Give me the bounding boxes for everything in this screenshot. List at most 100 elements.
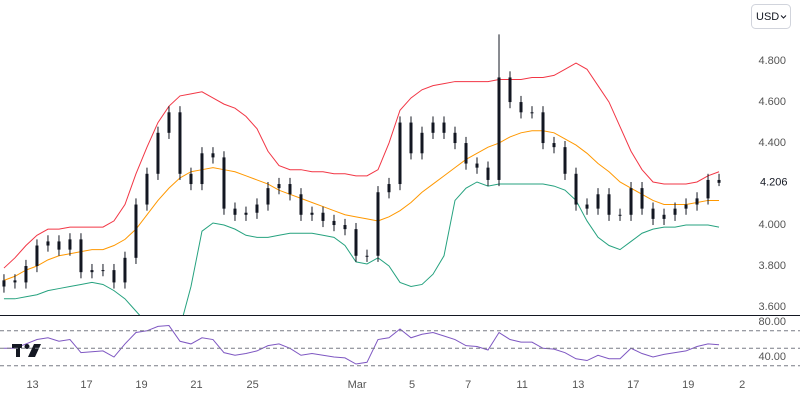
candle-body bbox=[310, 212, 314, 215]
candle-body bbox=[24, 266, 28, 283]
candle-body bbox=[365, 255, 369, 257]
candle-body bbox=[79, 239, 83, 273]
candle-body bbox=[651, 208, 655, 219]
band-line bbox=[3, 130, 720, 281]
candle-body bbox=[442, 122, 446, 133]
candle-body bbox=[508, 77, 512, 103]
currency-label[interactable]: USD bbox=[756, 11, 779, 23]
candle-body bbox=[2, 280, 6, 287]
candle-body bbox=[266, 188, 270, 205]
x-tick-label: 11 bbox=[516, 379, 527, 391]
candle-body bbox=[409, 122, 413, 154]
candle-body bbox=[255, 204, 259, 213]
candle-body bbox=[607, 194, 611, 215]
candle-body bbox=[101, 270, 105, 272]
candle-body bbox=[299, 194, 303, 215]
candle-body bbox=[706, 179, 710, 199]
candle-body bbox=[178, 112, 182, 174]
candle-body bbox=[288, 184, 292, 195]
x-tick-label: 13 bbox=[26, 379, 38, 391]
candle-body bbox=[222, 157, 226, 209]
candle-body bbox=[277, 184, 281, 189]
candle-body bbox=[343, 225, 347, 230]
candle-body bbox=[46, 241, 50, 246]
candle-body bbox=[596, 194, 600, 209]
candle-body bbox=[552, 143, 556, 148]
candle-body bbox=[233, 208, 237, 215]
candle-body bbox=[585, 204, 589, 209]
candle-body bbox=[57, 241, 61, 250]
candle-body bbox=[717, 179, 721, 183]
candle-body bbox=[497, 77, 501, 180]
rsi-line bbox=[3, 325, 720, 365]
candle-body bbox=[35, 245, 39, 267]
xaxis-layer: 13 17 19 21 25 Mar 5 7 11 13 17 19 2 bbox=[26, 379, 745, 391]
currency-button[interactable]: USD bbox=[751, 4, 791, 29]
x-tick-label: 17 bbox=[627, 379, 639, 391]
candle-body bbox=[244, 212, 248, 215]
last-price-label: 4.206 bbox=[760, 177, 788, 189]
x-tick-label: 19 bbox=[682, 379, 694, 391]
main-layer bbox=[2, 34, 721, 315]
x-tick-label: 5 bbox=[409, 379, 415, 391]
rsi-tick-label: 80.00 bbox=[758, 316, 786, 328]
candle-body bbox=[354, 229, 358, 256]
tradingview-logo bbox=[12, 344, 41, 357]
x-tick-label: 25 bbox=[246, 379, 258, 391]
candle-body bbox=[123, 257, 127, 283]
x-tick-label: 19 bbox=[135, 379, 147, 391]
x-tick-label: Mar bbox=[348, 379, 367, 391]
candle-body bbox=[376, 192, 380, 256]
candle-body bbox=[167, 112, 171, 133]
rsi-tick-label: 40.00 bbox=[758, 351, 786, 363]
candle-body bbox=[640, 188, 644, 209]
candle-body bbox=[464, 143, 468, 164]
candle-body bbox=[211, 153, 215, 158]
candle-body bbox=[618, 214, 622, 216]
candle-body bbox=[684, 204, 688, 209]
candle-body bbox=[453, 132, 457, 144]
candle-body bbox=[112, 270, 116, 283]
candle-body bbox=[431, 122, 435, 133]
y-tick-label: 3.800 bbox=[758, 260, 786, 272]
candle-body bbox=[321, 212, 325, 221]
y-tick-label: 4.800 bbox=[758, 55, 786, 67]
candle-body bbox=[475, 163, 479, 168]
candle-body bbox=[200, 153, 204, 185]
rsi-layer bbox=[3, 325, 720, 365]
candle-body bbox=[530, 112, 534, 114]
candle-body bbox=[13, 280, 17, 283]
candle-body bbox=[519, 102, 523, 113]
candle-body bbox=[156, 132, 160, 174]
y-tick-label: 4.600 bbox=[758, 96, 786, 108]
candle-body bbox=[145, 173, 149, 205]
candle-body bbox=[134, 204, 138, 258]
y-tick-label: 4.400 bbox=[758, 137, 786, 149]
candle-body bbox=[332, 220, 336, 226]
chevron[interactable] bbox=[780, 15, 787, 19]
candle-body bbox=[68, 239, 72, 250]
candle-body bbox=[563, 147, 567, 174]
candle-body bbox=[662, 214, 666, 219]
x-tick-label: 21 bbox=[190, 379, 202, 391]
x-tick-label: 13 bbox=[572, 379, 584, 391]
candle-body bbox=[629, 188, 633, 215]
candle-body bbox=[387, 184, 391, 193]
x-tick-label: 7 bbox=[465, 379, 471, 391]
x-tick-label: 2 bbox=[739, 379, 745, 391]
candle-body bbox=[574, 173, 578, 205]
y-tick-label: 3.600 bbox=[758, 301, 786, 313]
candle-body bbox=[420, 132, 424, 154]
y-tick-label: 4.000 bbox=[758, 219, 786, 231]
candle-body bbox=[398, 122, 402, 185]
candle-body bbox=[486, 167, 490, 180]
candle-body bbox=[541, 112, 545, 144]
band-line bbox=[3, 62, 720, 269]
x-tick-label: 17 bbox=[80, 379, 92, 391]
candle-body bbox=[695, 198, 699, 205]
candle-body bbox=[90, 270, 94, 273]
candle-body bbox=[189, 173, 193, 185]
candle-body bbox=[673, 208, 677, 215]
